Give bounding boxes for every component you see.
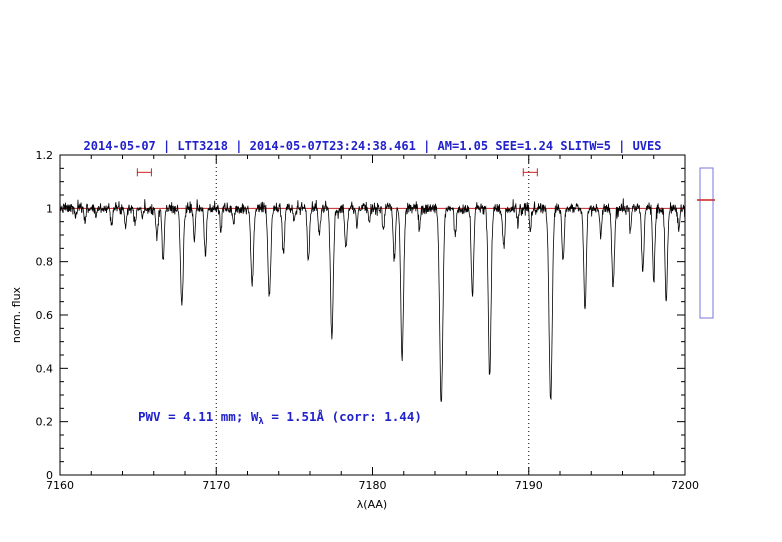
plot-title: 2014-05-07 | LTT3218 | 2014-05-07T23:24:…: [83, 139, 662, 153]
pwv-annotation: PWV = 4.11 mm; Wλ = 1.51Å (corr: 1.44): [138, 409, 422, 427]
y-tick-label: 1: [46, 202, 53, 215]
spectrum-line: [59, 198, 686, 402]
y-tick-label: 1.2: [36, 149, 54, 162]
y-tick-label: 0.2: [36, 416, 54, 429]
y-axis-label: norm. flux: [10, 286, 23, 343]
plot-frame: [59, 154, 686, 476]
y-tick-label: 0: [46, 469, 53, 482]
x-tick-label: 7160: [46, 479, 74, 492]
x-tick-label: 7190: [515, 479, 543, 492]
pwv-annotation-suffix: = 1.51Å (corr: 1.44): [263, 409, 422, 424]
y-tick-label: 0.6: [36, 309, 54, 322]
y-tick-label: 0.8: [36, 256, 54, 269]
x-tick-label: 7200: [671, 479, 699, 492]
x-tick-label: 7180: [359, 479, 387, 492]
pwv-annotation-prefix: PWV = 4.11 mm; W: [138, 409, 259, 424]
x-axis-label: λ(AA): [357, 498, 387, 511]
side-gauge: [699, 167, 714, 319]
pwv-annotation-subscript: λ: [258, 417, 264, 427]
x-tick-label: 7170: [202, 479, 230, 492]
y-tick-label: 0.4: [36, 362, 54, 375]
